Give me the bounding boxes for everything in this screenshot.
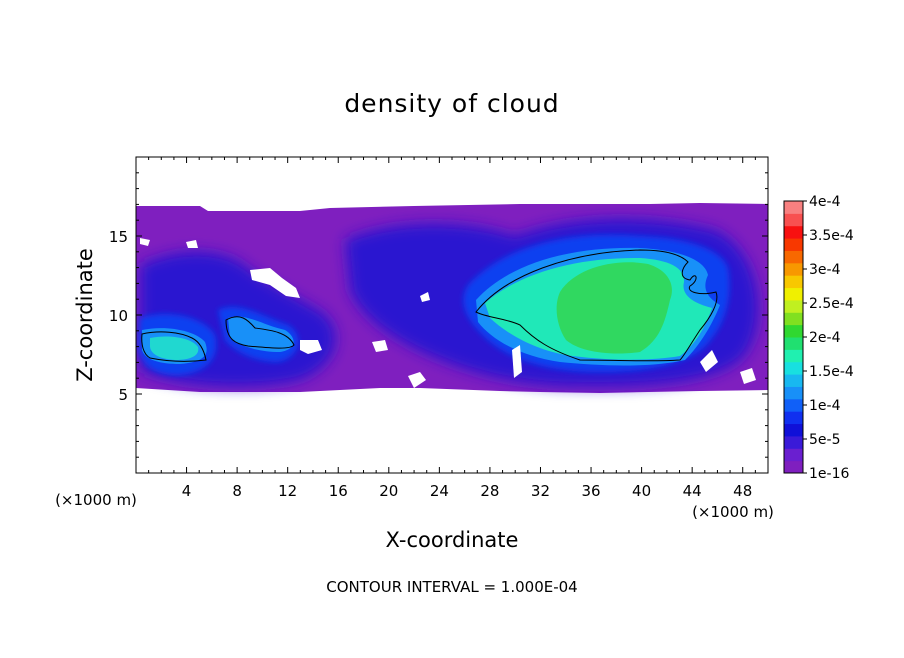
colorbar-swatch (784, 225, 803, 239)
clear-hole (512, 345, 522, 378)
colorbar-label: 2.5e-4 (809, 296, 854, 312)
colorbar: 1e-16 5e-5 1e-4 1.5e-4 2e-4 2.5e-4 3e-4 3.5e-4 4… (783, 194, 854, 482)
y-tick-label: 15 (109, 228, 128, 246)
colorbar-swatch (784, 262, 803, 276)
x-tick-label: 8 (232, 482, 242, 500)
y-axis-title: Z-coordinate (73, 248, 97, 382)
x-tick-label: 48 (733, 482, 752, 500)
colorbar-swatch (784, 374, 803, 387)
x-tick-label: 32 (531, 482, 550, 500)
x-tick-label: 12 (278, 482, 297, 500)
colorbar-swatch (784, 460, 803, 474)
colorbar-label: 2e-4 (809, 330, 841, 346)
colorbar-swatch (784, 238, 803, 251)
x-axis: 4 8 12 16 20 24 28 32 36 40 44 48 (148, 157, 756, 500)
colorbar-swatch (784, 299, 803, 313)
colorbar-swatch (784, 324, 803, 338)
y-tick-label: 5 (118, 386, 128, 404)
x-tick-label: 20 (379, 482, 398, 500)
clear-hole (408, 372, 426, 388)
contour-interval-note: CONTOUR INTERVAL = 1.000E-04 (326, 578, 577, 596)
clear-hole (300, 340, 322, 354)
cloud-density-field (136, 203, 768, 393)
colorbar-swatch (784, 435, 803, 449)
y-unit-label: (×1000 m) (55, 491, 137, 509)
colorbar-swatch (784, 250, 803, 264)
x-unit-label: (×1000 m) (692, 503, 774, 521)
colorbar-label: 4e-4 (809, 194, 841, 210)
colorbar-swatch (784, 287, 803, 301)
x-tick-label: 40 (632, 482, 651, 500)
colorbar-label: 5e-5 (809, 432, 840, 448)
contour-line (475, 249, 718, 362)
clear-hole (420, 292, 430, 302)
x-tick-label: 4 (182, 482, 192, 500)
colorbar-label: 1.5e-4 (809, 364, 854, 380)
green-core (556, 262, 672, 354)
colorbar-swatch (784, 213, 803, 227)
colorbar-swatch (784, 275, 803, 289)
cyan-region (150, 336, 199, 360)
x-tick-label: 28 (480, 482, 499, 500)
colorbar-label: 3.5e-4 (809, 228, 854, 244)
x-tick-label: 36 (581, 482, 600, 500)
contour-line (225, 316, 295, 349)
x-axis-title: X-coordinate (386, 528, 519, 552)
y-axis: 5 10 15 (109, 172, 768, 458)
x-tick-label: 16 (329, 482, 348, 500)
clear-hole (186, 240, 198, 248)
colorbar-swatch (784, 361, 803, 375)
clear-hole (250, 268, 300, 298)
colorbar-swatch (784, 337, 803, 350)
colorbar-swatch (784, 312, 803, 326)
colorbar-swatch (784, 448, 803, 462)
y-tick-label: 10 (109, 307, 128, 325)
colorbar-swatch (784, 349, 803, 363)
x-tick-label: 24 (430, 482, 449, 500)
clear-hole (372, 340, 388, 352)
clear-hole (140, 238, 150, 246)
light-blue-region (228, 316, 294, 352)
colorbar-swatch (784, 423, 803, 437)
colorbar-swatch (784, 386, 803, 400)
colorbar-label: 1e-4 (809, 398, 841, 414)
colorbar-label: 3e-4 (809, 262, 841, 278)
colorbar-swatch (784, 201, 803, 214)
colorbar-label: 1e-16 (809, 466, 849, 482)
clear-hole (700, 350, 718, 372)
colorbar-swatch (784, 398, 803, 412)
contour-line (141, 331, 207, 362)
colorbar-swatch (784, 411, 803, 425)
chart-title: density of cloud (344, 89, 559, 118)
clear-hole (740, 368, 756, 384)
x-tick-label: 44 (683, 482, 702, 500)
